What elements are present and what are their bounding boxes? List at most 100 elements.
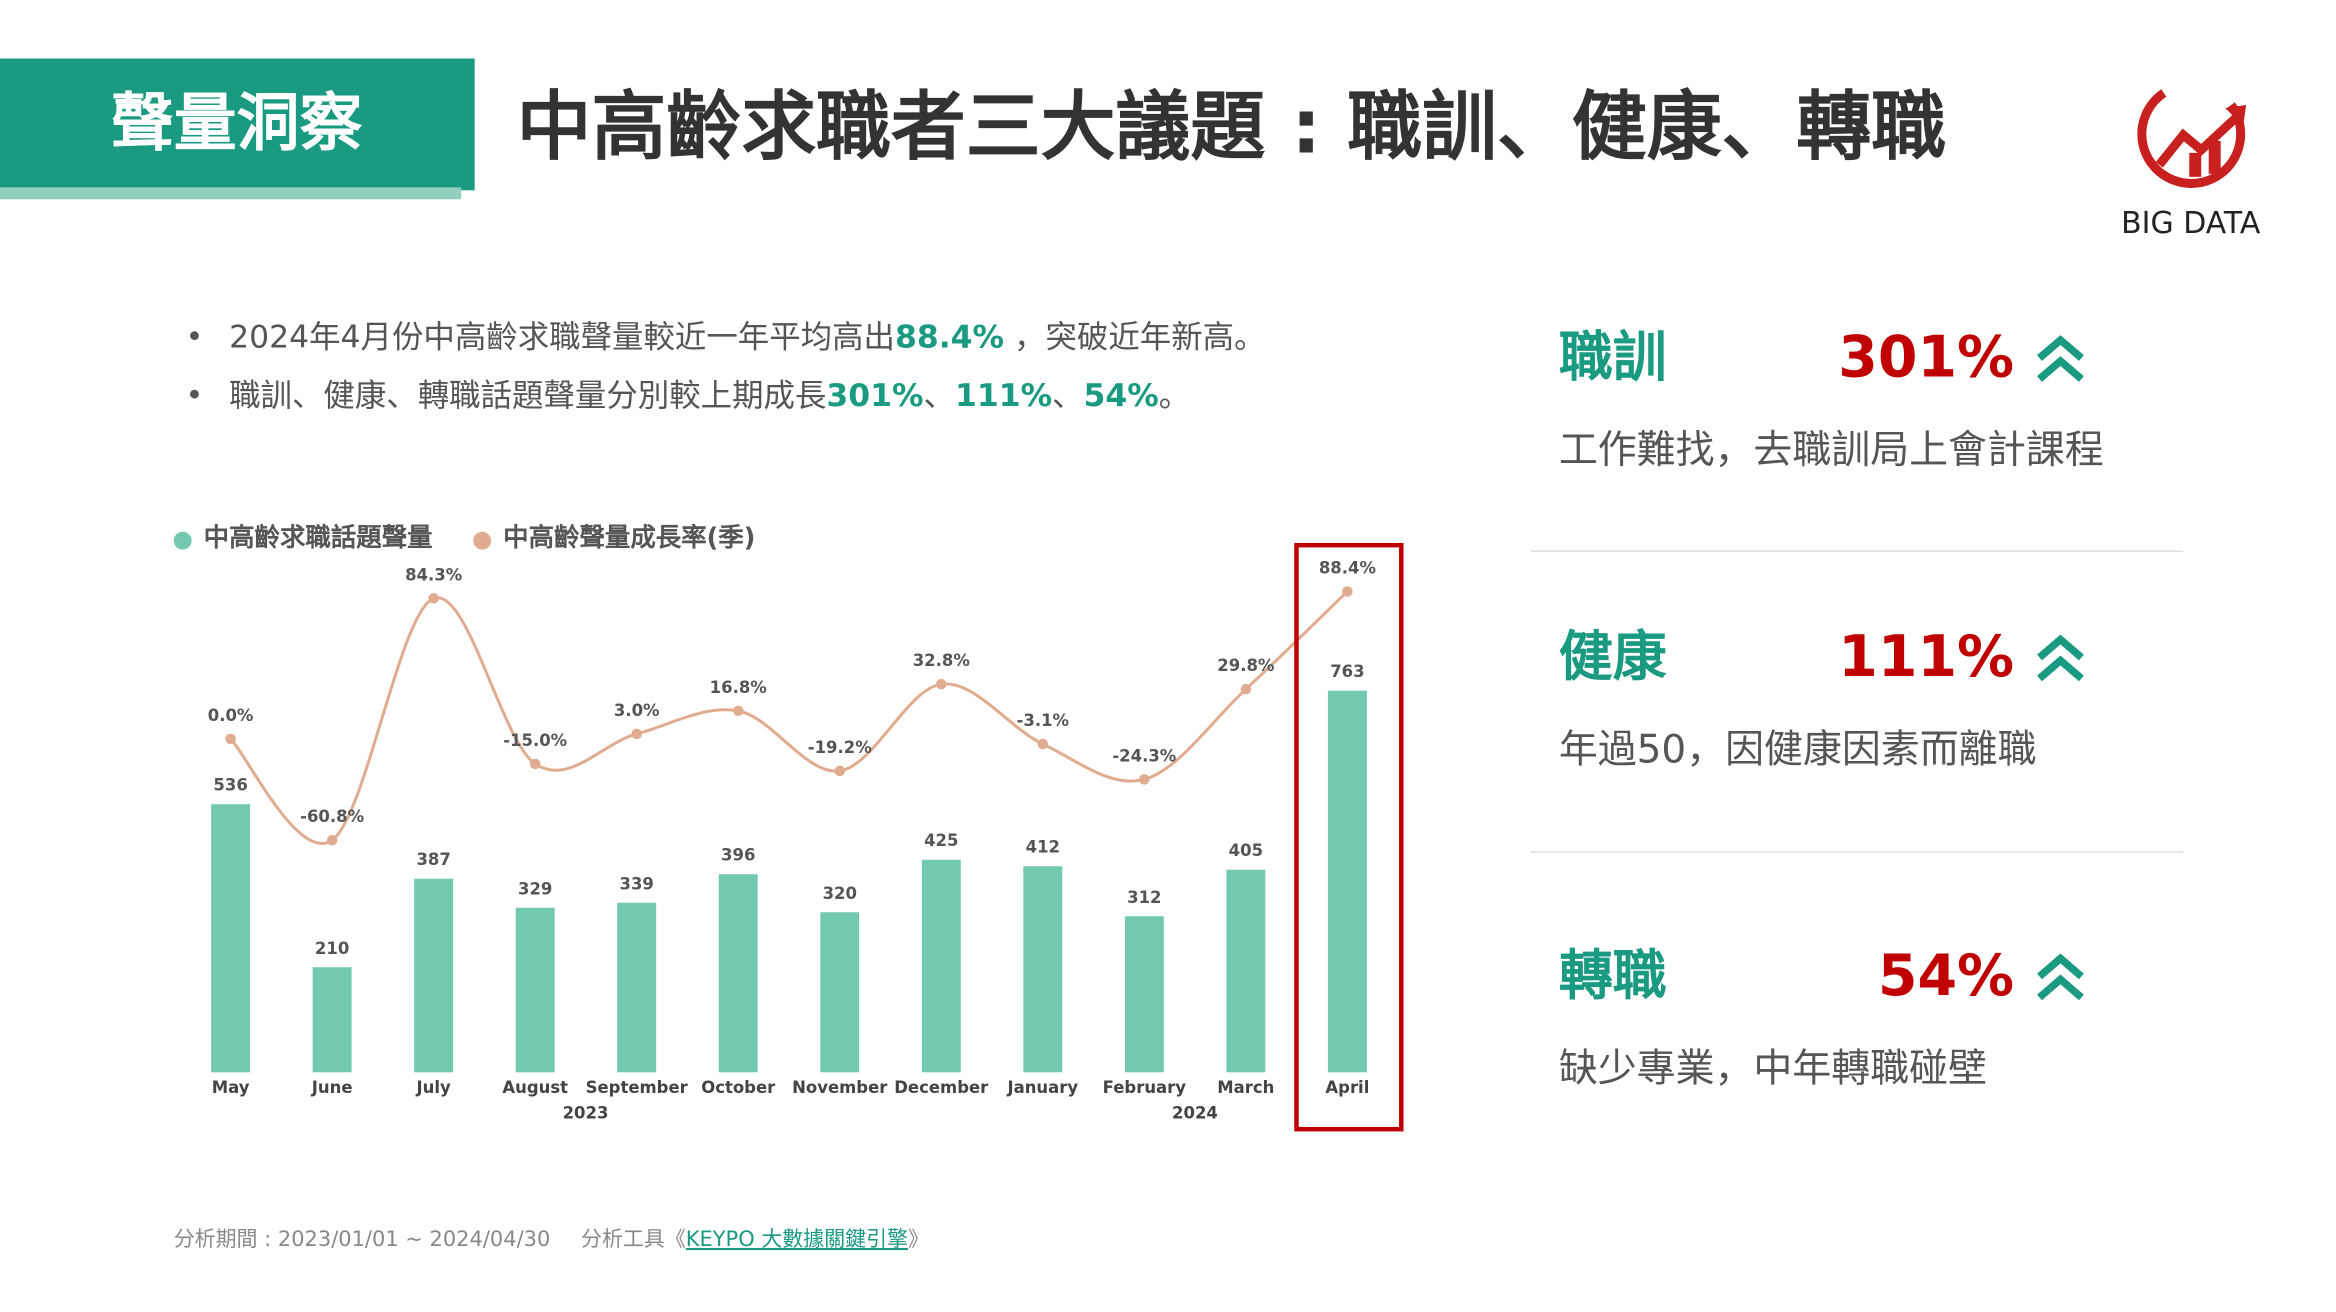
topic-value: 54%: [1878, 943, 2014, 1009]
footer-period: 分析期間 : 2023/01/01 ~ 2024/04/30: [174, 1227, 551, 1251]
line-point: [529, 758, 541, 770]
legend-label: 中高齡求職話題聲量: [204, 523, 433, 553]
line-point: [834, 765, 846, 777]
bar: [211, 804, 251, 1073]
bullet-text: 。: [1159, 378, 1190, 414]
bar: [1226, 869, 1266, 1073]
logo-text: BIG DATA: [2121, 206, 2261, 241]
x-tick-label: January: [1006, 1078, 1078, 1097]
line-label: 0.0%: [208, 706, 254, 725]
x-tick-label: August: [502, 1078, 568, 1097]
line-label: -24.3%: [1112, 746, 1176, 765]
x-tick-label: June: [311, 1078, 353, 1097]
line-point: [1342, 586, 1353, 597]
x-tick-label: November: [792, 1078, 888, 1097]
topic-desc: 缺少專業，中年轉職碰壁: [1559, 1046, 1987, 1091]
bar: [414, 878, 454, 1073]
x-tick-label: April: [1325, 1078, 1369, 1097]
logo: [2137, 89, 2247, 188]
bar: [515, 907, 555, 1073]
bar: [1327, 690, 1367, 1073]
bullet-text: 職訓、健康、轉職話題聲量分別較上期成長: [229, 378, 826, 414]
bar-label: 412: [1026, 838, 1060, 857]
up-icon: [2037, 634, 2084, 682]
bar-label: 396: [721, 846, 755, 865]
bullet-text: 、: [924, 378, 955, 414]
line-label: 84.3%: [405, 565, 462, 584]
bar-label: 387: [416, 850, 450, 869]
bar-label: 763: [1330, 662, 1364, 681]
bar: [617, 902, 657, 1073]
x-tick-label: May: [212, 1078, 250, 1097]
bullet-text: ，突破近年新高。: [1004, 320, 1265, 356]
bar-label: 536: [213, 776, 247, 795]
line-label: -3.1%: [1017, 711, 1070, 730]
line-label: 29.8%: [1217, 656, 1274, 675]
bar-label: 339: [620, 874, 654, 893]
x-tick-label: September: [586, 1078, 689, 1097]
year-label: 2024: [1172, 1104, 1218, 1123]
bar-label: 405: [1229, 841, 1263, 860]
x-tick-label: February: [1103, 1078, 1187, 1097]
bar: [1023, 866, 1063, 1073]
line-label: -60.8%: [300, 807, 364, 826]
line-point: [225, 733, 236, 745]
line-point: [936, 678, 947, 690]
bar-label: 312: [1127, 888, 1161, 907]
up-icon: [2037, 335, 2084, 382]
bar-label: 425: [924, 831, 958, 850]
tool-link[interactable]: KEYPO 大數據關鍵引擎: [686, 1227, 908, 1251]
bullet-text: 、: [1052, 378, 1083, 414]
topic-label: 健康: [1559, 625, 1667, 688]
bullet-text: 2024年4月份中高齡求職聲量較近一年平均高出: [229, 320, 895, 356]
bullet-highlight: 88.4%: [895, 320, 1004, 356]
line-point: [1139, 774, 1150, 785]
bar: [820, 912, 860, 1073]
bar: [921, 859, 961, 1073]
bar: [1124, 916, 1164, 1073]
year-label: 2023: [563, 1104, 609, 1123]
bullet-dot: •: [186, 378, 204, 413]
x-tick-label: March: [1217, 1078, 1274, 1097]
line-point: [631, 728, 642, 740]
up-icon: [2037, 953, 2084, 1001]
footer-suffix: 》: [908, 1227, 929, 1251]
line-label: 32.8%: [913, 651, 970, 670]
topic-label: 職訓: [1559, 326, 1667, 389]
topic-value: 111%: [1838, 624, 2014, 690]
footer-tool: 分析工具《KEYPO 大數據關鍵引擎》: [581, 1227, 929, 1251]
line-label: 88.4%: [1319, 559, 1376, 578]
topic-desc: 年過50，因健康因素而離職: [1559, 727, 2037, 772]
line-point: [326, 834, 338, 846]
topic-label: 轉職: [1559, 944, 1667, 1007]
line-point: [732, 705, 744, 717]
tag: 聲量洞察: [111, 86, 363, 159]
line-label: 3.0%: [614, 701, 660, 720]
tag-strip: [0, 187, 462, 200]
x-tick-label: July: [416, 1078, 451, 1097]
bullet-highlight: 301%: [826, 378, 923, 414]
bullet-dot: •: [186, 320, 204, 355]
topic-value: 301%: [1838, 325, 2014, 391]
bar-label: 210: [315, 939, 349, 958]
legend-marker: [473, 531, 492, 550]
bar: [312, 967, 352, 1073]
x-tick-label: October: [701, 1078, 776, 1097]
line-point: [1037, 738, 1049, 750]
line-label: 16.8%: [710, 678, 767, 697]
legend-marker: [173, 531, 192, 550]
bullet: 職訓、健康、轉職話題聲量分別較上期成長301%、111%、54%。: [229, 378, 1190, 414]
legend-label: 中高齡聲量成長率(季): [503, 523, 755, 553]
title: 中高齡求職者三大議題 : 職訓、健康、轉職: [517, 83, 1947, 170]
bar-label: 329: [518, 879, 552, 898]
line-label: -19.2%: [808, 738, 872, 757]
tag-box: [0, 58, 475, 191]
line-point: [428, 593, 439, 604]
line-label: -15.0%: [503, 731, 567, 750]
topic-desc: 工作難找，去職訓局上會計課程: [1559, 428, 2104, 473]
line-point: [1240, 683, 1252, 695]
bullet: 2024年4月份中高齡求職聲量較近一年平均高出88.4% ，突破近年新高。: [229, 320, 1265, 356]
